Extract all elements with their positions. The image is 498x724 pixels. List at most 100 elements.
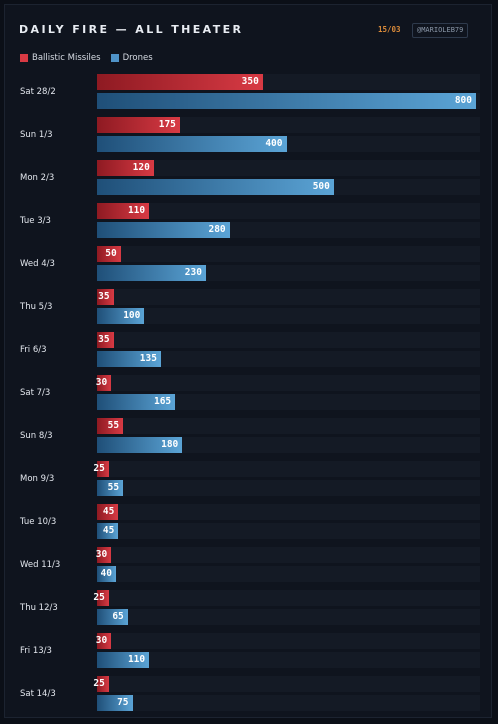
- bar-ballistic: [97, 74, 263, 90]
- data-label: 50: [105, 248, 117, 259]
- bar-ballistic: [97, 547, 112, 563]
- bar-track: [97, 203, 480, 219]
- bar-ballistic: [97, 375, 112, 391]
- bar-ballistic: [97, 117, 180, 133]
- bar-track: [97, 566, 480, 582]
- bar-drones: [97, 609, 128, 625]
- bar-drones: [97, 480, 124, 496]
- bar-ballistic: [97, 246, 121, 262]
- row-label: Wed 4/3: [20, 259, 55, 269]
- bar-drones: [97, 222, 230, 238]
- data-label: 280: [208, 224, 226, 235]
- bar-track: [97, 351, 480, 367]
- data-label: 30: [95, 549, 108, 560]
- bar-ballistic: [97, 203, 150, 219]
- legend: Ballistic Missiles Drones: [20, 53, 163, 63]
- data-label: 75: [117, 697, 129, 708]
- data-label: 180: [161, 439, 179, 450]
- data-label: 100: [123, 310, 141, 321]
- bar-track: [97, 289, 480, 305]
- bar-ballistic: [97, 160, 154, 176]
- bar-track: [97, 394, 480, 410]
- data-label: 500: [312, 181, 330, 192]
- row-label: Mon 2/3: [20, 173, 55, 183]
- data-label: 35: [98, 334, 110, 345]
- data-label: 40: [100, 568, 112, 579]
- legend-item-ballistic: Ballistic Missiles: [20, 53, 101, 63]
- bar-drones: [97, 308, 145, 324]
- row-label: Sat 7/3: [20, 388, 51, 398]
- data-label: 30: [95, 377, 108, 388]
- bar-track: [97, 375, 480, 391]
- row-label: Sat 28/2: [20, 87, 56, 97]
- bar-track: [97, 437, 480, 453]
- bar-track: [97, 590, 480, 606]
- bar-ballistic: [97, 461, 109, 477]
- row-label: Tue 3/3: [20, 216, 51, 226]
- bar-drones: [97, 93, 476, 109]
- bar-drones: [97, 179, 334, 195]
- bar-track: [97, 246, 480, 262]
- bar-track: [97, 652, 480, 668]
- data-label: 400: [265, 138, 283, 149]
- bar-track: [97, 695, 480, 711]
- row-label: Thu 12/3: [20, 603, 58, 613]
- bar-track: [97, 332, 480, 348]
- data-label: 110: [127, 654, 146, 665]
- author-handle: @MARIOLEB79: [412, 23, 469, 38]
- bar-track: [97, 633, 480, 649]
- row-label: Wed 11/3: [20, 560, 61, 570]
- bar-track: [97, 480, 480, 496]
- chart-title: DAILY FIRE — ALL THEATER: [19, 23, 244, 36]
- data-label: 165: [153, 396, 172, 407]
- bar-drones: [97, 394, 176, 410]
- data-label: 800: [454, 95, 472, 106]
- data-label: 45: [102, 506, 115, 517]
- bar-track: [97, 418, 480, 434]
- bar-track: [97, 160, 480, 176]
- row-label: Sat 14/3: [20, 689, 56, 699]
- bar-drones: [97, 437, 183, 453]
- data-label: 25: [93, 592, 105, 603]
- bar-ballistic: [97, 418, 124, 434]
- data-label: 65: [112, 611, 124, 622]
- legend-item-drones: Drones: [110, 53, 153, 63]
- bar-track: [97, 609, 480, 625]
- bar-drones: [97, 136, 287, 152]
- data-label: 55: [107, 420, 120, 431]
- data-label: 135: [139, 353, 157, 364]
- bar-track: [97, 504, 480, 520]
- bar-drones: [97, 523, 119, 539]
- row-label: Sun 1/3: [20, 130, 53, 140]
- legend-label-drones: Drones: [122, 53, 153, 63]
- data-label: 350: [241, 76, 259, 87]
- data-label: 35: [98, 291, 110, 302]
- bar-drones: [97, 351, 161, 367]
- row-label: Sun 8/3: [20, 431, 53, 441]
- row-label: Tue 10/3: [20, 517, 57, 527]
- bar-track: [97, 523, 480, 539]
- bar-track: [97, 547, 480, 563]
- bar-track: [97, 676, 480, 692]
- bar-track: [97, 461, 480, 477]
- data-label: 120: [132, 162, 150, 173]
- data-label: 230: [184, 267, 202, 278]
- data-label: 25: [93, 463, 105, 474]
- row-label: Fri 6/3: [20, 345, 47, 355]
- legend-swatch-ballistic: [20, 54, 28, 62]
- data-label: 25: [93, 678, 105, 689]
- bar-drones: [97, 652, 150, 668]
- chart-panel: DAILY FIRE — ALL THEATER 15/03 @MARIOLEB…: [4, 4, 492, 718]
- data-label: 45: [102, 525, 115, 536]
- legend-label-ballistic: Ballistic Missiles: [32, 53, 101, 63]
- bar-track: [97, 308, 480, 324]
- data-label: 175: [158, 119, 176, 130]
- bar-drones: [97, 265, 206, 281]
- bar-ballistic: [97, 590, 109, 606]
- row-label: Thu 5/3: [20, 302, 53, 312]
- bar-ballistic: [97, 633, 112, 649]
- bar-drones: [97, 695, 133, 711]
- bar-ballistic: [97, 289, 114, 305]
- legend-swatch-drones: [110, 54, 119, 62]
- bar-ballistic: [97, 504, 119, 520]
